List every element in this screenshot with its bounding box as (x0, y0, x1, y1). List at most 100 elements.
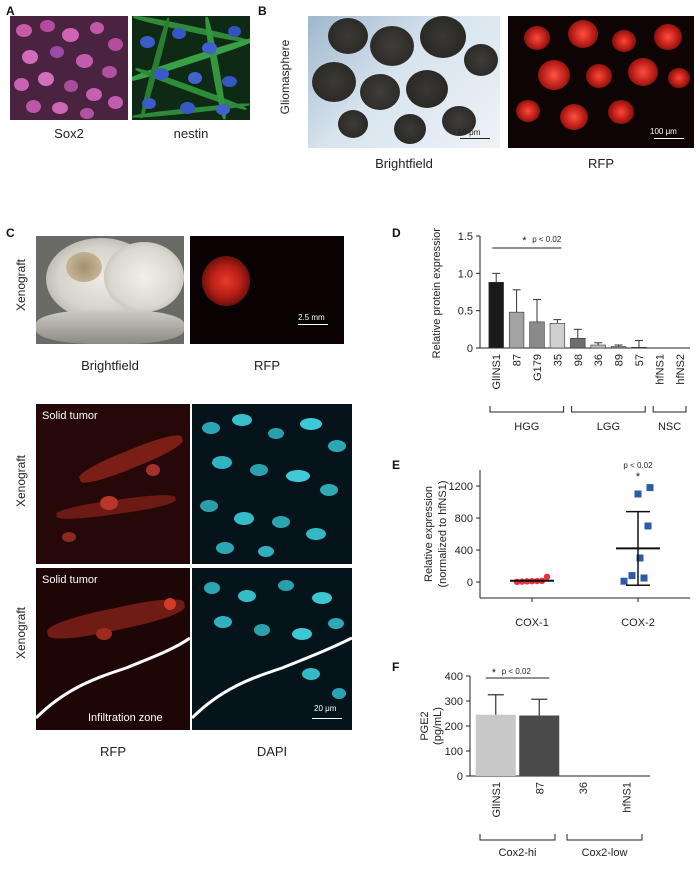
bar-87 (519, 715, 560, 776)
chart-f-pge2: 0 100 200 300 400 PGE2 (pg/mL) GlINS1 87 36 hfNS1 *… (419, 667, 650, 859)
y-axis-label-unit: (pg/mL) (432, 707, 444, 745)
sox2-caption: Sox2 (54, 126, 84, 141)
x-tick-label: hfNS1 (621, 782, 633, 813)
rfp-caption-c-top: RFP (254, 358, 280, 373)
y-tick-label: 1200 (449, 481, 473, 493)
data-point-cox2 (628, 572, 636, 580)
rfp-caption-b: RFP (588, 156, 614, 171)
gliomasphere-label: Gliomasphere (278, 39, 292, 115)
bar-98 (570, 337, 586, 349)
solid-tumor-dapi (192, 404, 352, 564)
xenograft-label-bottom: Xenograft (14, 606, 28, 660)
x-tick-label: COX-2 (621, 617, 655, 629)
x-tick-label: 35 (552, 354, 564, 366)
x-tick-label: 98 (573, 354, 585, 366)
data-point-cox2 (634, 490, 642, 498)
data-point-cox2 (640, 574, 648, 582)
x-tick-label: GlINS1 (491, 782, 503, 817)
data-point-cox2 (636, 554, 644, 562)
data-point-cox2 (646, 484, 654, 492)
y-tick-label: 0.5 (458, 306, 473, 318)
x-tick-label: G179 (532, 354, 544, 381)
significance-p: p < 0.02 (532, 235, 562, 244)
brightfield-caption-b: Brightfield (375, 156, 433, 171)
x-tick-label: hfNS2 (675, 354, 687, 385)
x-tick-label: 89 (614, 354, 626, 366)
group-label: NSC (658, 421, 681, 433)
bar-87 (508, 311, 525, 349)
y-tick-label: 400 (445, 671, 463, 683)
nestin-micrograph (132, 16, 250, 120)
infiltration-zone-label: Infiltration zone (88, 712, 163, 724)
group-label: LGG (597, 421, 620, 433)
x-tick-label: 36 (593, 354, 605, 366)
solid-tumor-label-2: Solid tumor (42, 574, 98, 586)
significance-star: * (522, 235, 527, 247)
solid-tumor-rfp: Solid tumor (36, 404, 190, 564)
nestin-caption: nestin (173, 126, 209, 141)
y-tick-label: 300 (445, 696, 463, 708)
group-bracket (489, 406, 565, 413)
x-tick-label: GlINS1 (491, 354, 503, 389)
sox2-micrograph (10, 16, 128, 120)
x-tick-label: 87 (512, 354, 524, 366)
bar-89 (610, 346, 627, 349)
y-axis-label: Relative expression (423, 486, 435, 582)
xenograft-label-middle: Xenograft (14, 454, 28, 508)
bar-G179 (529, 321, 545, 349)
tumor-boundary-line-dapi (192, 636, 352, 720)
panel-label-f: F (392, 660, 400, 674)
y-tick-label: 0 (467, 343, 473, 355)
y-axis-label: Relative protein expression (431, 228, 443, 358)
group-bracket (652, 406, 687, 413)
chart-d-protein-expression: 0 0.5 1.0 1.5 Relative protein expression GlI… (431, 228, 690, 433)
y-tick-label: 0 (457, 771, 463, 783)
x-tick-label: hfNS1 (654, 354, 666, 385)
y-tick-label: 0 (467, 577, 473, 589)
group-label: HGG (514, 421, 539, 433)
scale-label-50um: 50 μm (458, 128, 481, 137)
tumor-boundary-line (36, 636, 190, 720)
y-axis-label-sub: (normalized to hfNS1) (437, 481, 449, 588)
group-bracket (566, 834, 643, 841)
scale-label-100um: 100 μm (650, 127, 677, 136)
y-tick-label: 400 (455, 545, 473, 557)
panel-label-a: A (6, 4, 15, 18)
panel-label-d: D (392, 226, 401, 240)
gliomasphere-rfp: 100 μm (508, 16, 694, 148)
panel-label-c: C (6, 226, 15, 240)
panel-label-e: E (392, 458, 401, 472)
xenograft-rfp-whole: 2.5 mm (190, 236, 344, 344)
bar-36 (590, 344, 606, 349)
x-tick-label: 57 (634, 354, 646, 366)
data-point-cox2 (644, 522, 652, 530)
panel-label-b: B (258, 4, 267, 18)
significance-p: p < 0.02 (502, 667, 532, 676)
scale-label-20um: 20 μm (314, 704, 337, 713)
bar-35 (549, 323, 566, 349)
y-tick-label: 1.0 (458, 268, 473, 280)
solid-tumor-label-1: Solid tumor (42, 410, 98, 422)
brightfield-caption-c: Brightfield (81, 358, 139, 373)
bar-GlINS1 (488, 281, 504, 349)
y-tick-label: 800 (455, 513, 473, 525)
y-tick-label: 1.5 (458, 231, 473, 243)
x-tick-label: 36 (578, 782, 590, 794)
bar-GlINS1 (475, 714, 516, 776)
group-label: Cox2-low (582, 847, 628, 859)
bar-57 (631, 346, 647, 349)
infiltration-rfp: Solid tumor Infiltration zone (36, 568, 190, 730)
infiltration-dapi: 20 μm (192, 568, 352, 730)
xenograft-label-top: Xenograft (14, 258, 28, 312)
chart-e-cox-expression: 0 400 800 1200 Relative expression (normalize… (423, 461, 690, 629)
group-label: Cox2-hi (499, 847, 537, 859)
y-tick-label: 100 (445, 746, 463, 758)
y-axis-label: PGE2 (419, 711, 431, 740)
rfp-caption-c-bottom: RFP (100, 744, 126, 759)
significance-star: * (636, 471, 641, 483)
dapi-caption: DAPI (256, 744, 288, 759)
significance-star: * (492, 667, 497, 679)
data-point-cox1 (543, 573, 551, 580)
gliomasphere-brightfield: 50 μm (308, 16, 500, 148)
x-tick-label: COX-1 (515, 617, 549, 629)
